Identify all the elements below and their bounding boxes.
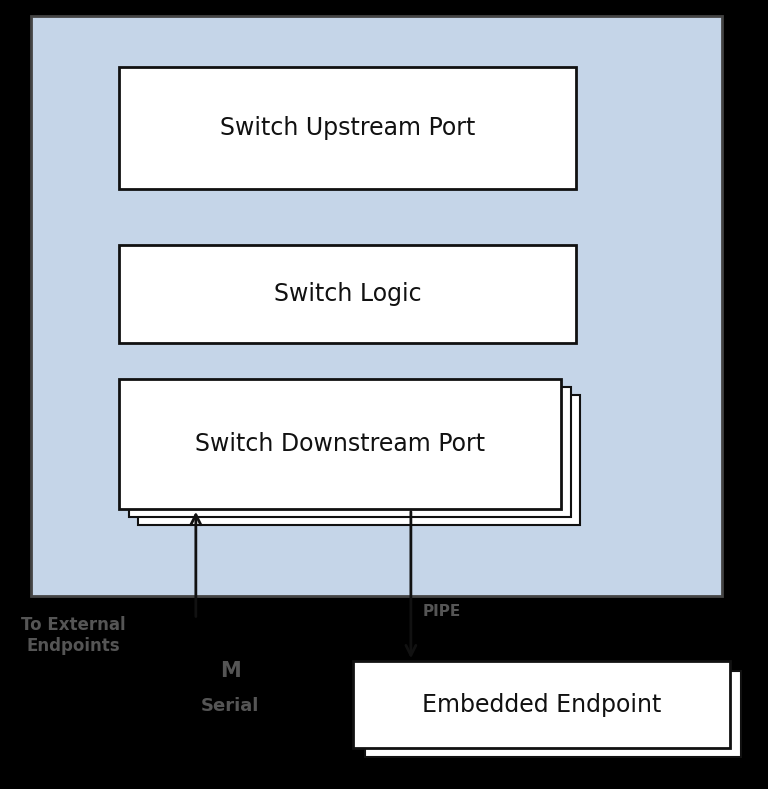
Text: Switch Upstream Port: Switch Upstream Port (220, 116, 475, 140)
Text: Switch Downstream Port: Switch Downstream Port (195, 432, 485, 456)
Bar (119, 245, 576, 343)
Text: Serial: Serial (201, 697, 260, 715)
Bar (119, 379, 561, 509)
Text: Embedded Endpoint: Embedded Endpoint (422, 693, 661, 716)
Text: To External
Endpoints: To External Endpoints (21, 615, 125, 655)
Bar (129, 387, 571, 517)
Bar (353, 661, 730, 748)
Bar (365, 671, 741, 757)
Text: M: M (220, 660, 241, 681)
Text: PIPE: PIPE (422, 604, 461, 619)
Bar (119, 67, 576, 189)
Bar (138, 394, 580, 525)
Text: Switch Logic: Switch Logic (273, 282, 422, 306)
Bar (31, 16, 722, 596)
